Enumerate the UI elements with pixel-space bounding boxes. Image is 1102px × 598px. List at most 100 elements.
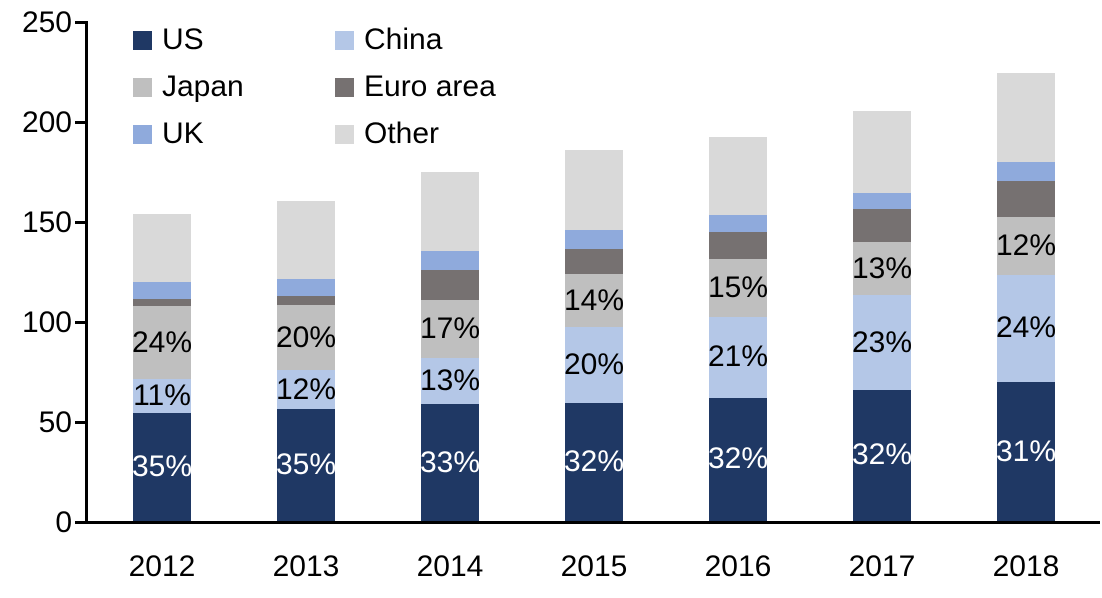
y-axis-tick (75, 521, 88, 524)
bar-segment-other (277, 200, 335, 280)
x-axis-category-label: 2014 (416, 550, 484, 583)
legend-label: Japan (162, 70, 244, 103)
segment-percent-label: 35% (275, 448, 337, 481)
bar-segment-china (133, 379, 191, 414)
bar-segment-china (853, 295, 911, 390)
legend-item-china: China (335, 23, 496, 56)
bar-segment-japan (421, 299, 479, 358)
y-axis-tick-label: 0 (55, 505, 72, 539)
bar-segment-china (421, 357, 479, 404)
bar-segment-us (421, 404, 479, 521)
x-axis-category-label: 2015 (560, 550, 628, 583)
bar-segment-us (565, 403, 623, 521)
bar-segment-china (277, 370, 335, 409)
bar-segment-japan (853, 242, 911, 296)
y-axis-tick (75, 221, 88, 224)
bar-segment-uk (853, 193, 911, 209)
bar-segment-uk (997, 162, 1055, 181)
legend-swatch-icon (335, 30, 354, 50)
y-axis-tick-label: 100 (21, 305, 72, 339)
y-axis-tick-label: 250 (21, 5, 72, 39)
x-axis-category-label: 2017 (848, 550, 916, 583)
bar-segment-uk (421, 251, 479, 271)
legend-label: Other (364, 117, 440, 150)
bar-segment-us (997, 382, 1055, 521)
bar-segment-euro-area (997, 180, 1055, 218)
bar-segment-us (709, 397, 767, 521)
bar-segment-uk (565, 230, 623, 250)
y-axis-tick-label: 50 (38, 405, 72, 439)
bar-segment-japan (133, 306, 191, 379)
legend-item-euro-area: Euro area (335, 70, 496, 103)
segment-percent-label: 20% (563, 347, 625, 381)
bar-segment-euro-area (709, 232, 767, 260)
x-axis-category-label: 2018 (992, 550, 1060, 583)
bar-segment-japan (709, 259, 767, 317)
x-axis-category-label: 2016 (704, 550, 772, 583)
bar-segment-uk (133, 281, 191, 300)
segment-percent-label: 24% (995, 311, 1057, 345)
legend: US China Japan Euro area UK Other (133, 23, 496, 166)
legend-swatch-icon (133, 77, 152, 97)
legend-item-other: Other (335, 117, 496, 150)
segment-percent-label: 13% (851, 251, 913, 285)
y-axis-tick (75, 121, 88, 124)
segment-percent-label: 12% (275, 372, 337, 406)
segment-percent-label: 35% (131, 450, 193, 484)
x-axis-category-label: 2012 (128, 550, 196, 583)
y-axis-tick (75, 421, 88, 424)
segment-percent-label: 31% (995, 434, 1057, 468)
bar-segment-uk (709, 214, 767, 233)
legend-item-us: US (133, 23, 335, 56)
y-axis-tick-label: 150 (21, 205, 72, 239)
bar-segment-japan (997, 217, 1055, 275)
legend-label: China (364, 23, 443, 56)
bar-segment-euro-area (133, 299, 191, 306)
segment-percent-label: 24% (131, 325, 193, 359)
x-axis-category-label: 2013 (272, 550, 340, 583)
segment-percent-label: 12% (995, 229, 1057, 262)
bar-segment-china (997, 274, 1055, 383)
bar-segment-euro-area (421, 270, 479, 300)
segment-percent-label: 17% (419, 311, 481, 345)
legend-swatch-icon (335, 124, 354, 144)
segment-percent-label: 14% (563, 283, 625, 317)
segment-percent-label: 32% (563, 445, 625, 478)
segment-percent-label: 32% (851, 438, 913, 472)
bar-segment-other (133, 214, 191, 282)
legend-item-uk: UK (133, 117, 335, 150)
bar-segment-uk (277, 279, 335, 297)
segment-percent-label: 23% (851, 325, 913, 359)
segment-percent-label: 20% (275, 320, 337, 354)
bar-segment-china (565, 326, 623, 403)
segment-percent-label: 15% (707, 271, 769, 305)
segment-percent-label: 33% (419, 445, 481, 479)
legend-item-japan: Japan (133, 70, 335, 103)
bar-segment-euro-area (853, 208, 911, 242)
bar-segment-us (853, 389, 911, 521)
bar-segment-other (997, 73, 1055, 163)
segment-percent-label: 13% (419, 363, 481, 397)
bar-segment-euro-area (277, 296, 335, 305)
bar-segment-japan (565, 274, 623, 327)
legend-swatch-icon (335, 77, 354, 97)
bar-segment-china (709, 317, 767, 398)
bar-segment-other (853, 111, 911, 193)
legend-label: US (162, 23, 204, 56)
x-axis-line (85, 521, 1100, 524)
segment-percent-label: 32% (707, 442, 769, 476)
y-axis-tick (75, 21, 88, 24)
y-axis-tick (75, 321, 88, 324)
bar-segment-us (277, 409, 335, 521)
bar-segment-other (421, 171, 479, 252)
legend-swatch-icon (133, 124, 152, 144)
bar-segment-euro-area (565, 249, 623, 275)
legend-label: UK (162, 117, 204, 150)
legend-label: Euro area (364, 70, 496, 103)
bar-segment-other (565, 150, 623, 230)
segment-percent-label: 21% (707, 340, 769, 374)
legend-swatch-icon (133, 30, 152, 50)
bar-segment-us (133, 413, 191, 521)
y-axis-tick-label: 200 (21, 105, 72, 139)
